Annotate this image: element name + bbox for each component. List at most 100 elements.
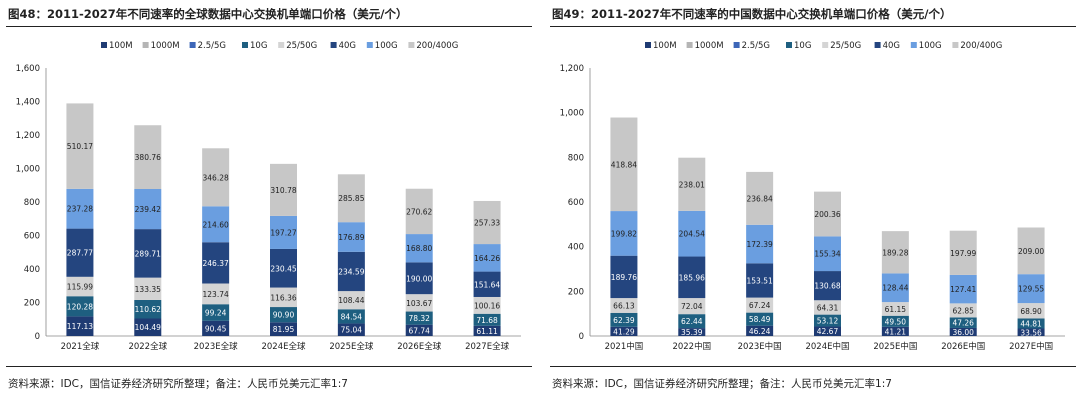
legend-swatch — [330, 42, 337, 48]
bar-segment — [610, 117, 638, 212]
bar-segment — [610, 312, 638, 327]
x-tick-label: 2026E全球 — [397, 341, 442, 352]
data-label: 42.67 — [817, 327, 839, 336]
bar-segment — [678, 157, 706, 211]
source-note: 资料来源：IDC，国信证券经济研究所整理；备注：人民币兑美元汇率1:7 — [8, 378, 348, 390]
bar-segment — [610, 211, 638, 256]
legend-label: 1000M — [695, 41, 724, 51]
bar-segment — [610, 298, 638, 313]
data-label: 46.24 — [749, 327, 771, 336]
data-label: 62.85 — [952, 306, 974, 315]
bar-segment — [746, 263, 774, 298]
legend-swatch — [408, 42, 415, 48]
data-label: 104.49 — [135, 323, 161, 332]
bar-segment — [473, 244, 501, 272]
bar-segment — [270, 248, 297, 288]
y-tick-label: 0 — [35, 332, 40, 342]
data-label: 133.35 — [135, 285, 161, 294]
data-label: 197.27 — [270, 228, 296, 237]
data-label: 285.85 — [338, 194, 364, 203]
data-label: 44.81 — [1020, 320, 1042, 329]
data-label: 33.56 — [1020, 328, 1042, 337]
bar-segment — [473, 313, 501, 326]
y-tick-label: 200 — [24, 299, 40, 309]
legend-label: 100G — [919, 41, 942, 51]
data-label: 36.00 — [952, 328, 974, 337]
data-label: 100.16 — [474, 301, 500, 310]
legend-swatch — [189, 42, 196, 48]
data-label: 289.71 — [135, 249, 161, 258]
data-label: 84.54 — [341, 312, 363, 321]
data-label: 128.44 — [882, 284, 908, 293]
y-tick-label: 800 — [24, 198, 40, 208]
bar-segment — [473, 296, 501, 314]
legend-label: 200/400G — [416, 41, 458, 51]
bar-segment — [949, 303, 977, 318]
title-divider — [550, 26, 1076, 27]
bar-segment — [270, 307, 297, 323]
bar-segment — [1017, 227, 1045, 275]
bar-segment — [746, 312, 774, 326]
data-label: 47.26 — [952, 319, 974, 328]
bar-segment — [202, 283, 230, 305]
x-tick-label: 2023E中国 — [738, 341, 782, 352]
data-label: 110.62 — [135, 305, 161, 314]
bar-segment — [337, 323, 365, 336]
bar-segment — [66, 228, 94, 277]
data-label: 151.64 — [474, 280, 500, 289]
x-tick-label: 2026E中国 — [941, 341, 985, 352]
x-tick-label: 2024E中国 — [805, 341, 849, 352]
data-label: 49.50 — [885, 317, 907, 326]
legend-label: 1000M — [151, 41, 180, 51]
bar-segment — [134, 277, 162, 300]
y-tick-label: 800 — [568, 153, 584, 163]
bar-segment — [814, 300, 841, 315]
data-label: 168.80 — [406, 244, 432, 253]
bar-segment — [678, 256, 706, 299]
bar-segment — [1017, 274, 1045, 304]
bar-segment — [337, 309, 365, 324]
legend-label: 10G — [794, 41, 811, 51]
data-label: 380.76 — [135, 153, 161, 162]
data-label: 123.74 — [203, 290, 229, 299]
x-tick-label: 2022全球 — [128, 341, 167, 352]
bar-segment — [134, 318, 162, 336]
data-label: 257.33 — [474, 219, 500, 228]
data-label: 197.99 — [950, 249, 976, 258]
data-label: 67.24 — [749, 301, 771, 310]
bar-segment — [678, 314, 706, 329]
data-label: 510.17 — [67, 142, 93, 151]
data-label: 238.01 — [679, 180, 705, 189]
legend-swatch — [686, 42, 693, 48]
y-tick-label: 1,000 — [560, 109, 584, 119]
data-label: 64.31 — [817, 303, 839, 312]
legend-label: 2.5/5G — [742, 41, 770, 51]
bar-segment — [66, 316, 94, 336]
bar-segment — [949, 230, 977, 275]
data-label: 176.89 — [338, 233, 364, 242]
data-label: 115.99 — [67, 283, 93, 292]
data-label: 234.59 — [338, 267, 364, 276]
data-label: 209.00 — [1018, 247, 1044, 256]
y-tick-label: 1,200 — [16, 131, 40, 141]
data-label: 230.45 — [270, 264, 296, 273]
legend-swatch — [874, 42, 881, 48]
bar-segment — [814, 314, 841, 327]
data-label: 153.51 — [747, 276, 773, 285]
legend-label: 40G — [883, 41, 900, 51]
bar-segment — [270, 215, 297, 249]
figure-title: 图49：2011-2027年不同速率的中国数据中心交换机单端口价格（美元/个） — [552, 7, 952, 21]
data-label: 287.77 — [67, 249, 93, 258]
data-label: 239.42 — [135, 205, 161, 214]
y-tick-label: 400 — [568, 243, 584, 253]
data-label: 108.44 — [338, 296, 364, 305]
data-label: 90.90 — [273, 311, 295, 320]
legend: 100M 1000M 2.5/5G 10G 25/50G 40G 100G 200/400G — [645, 41, 1002, 51]
bar-segment — [881, 302, 909, 316]
data-label: 189.76 — [611, 273, 637, 282]
bar-segment — [337, 174, 365, 223]
legend-swatch — [278, 42, 285, 48]
bar-segment — [66, 103, 94, 189]
legend-label: 25/50G — [830, 41, 861, 51]
data-label: 116.36 — [270, 293, 296, 302]
